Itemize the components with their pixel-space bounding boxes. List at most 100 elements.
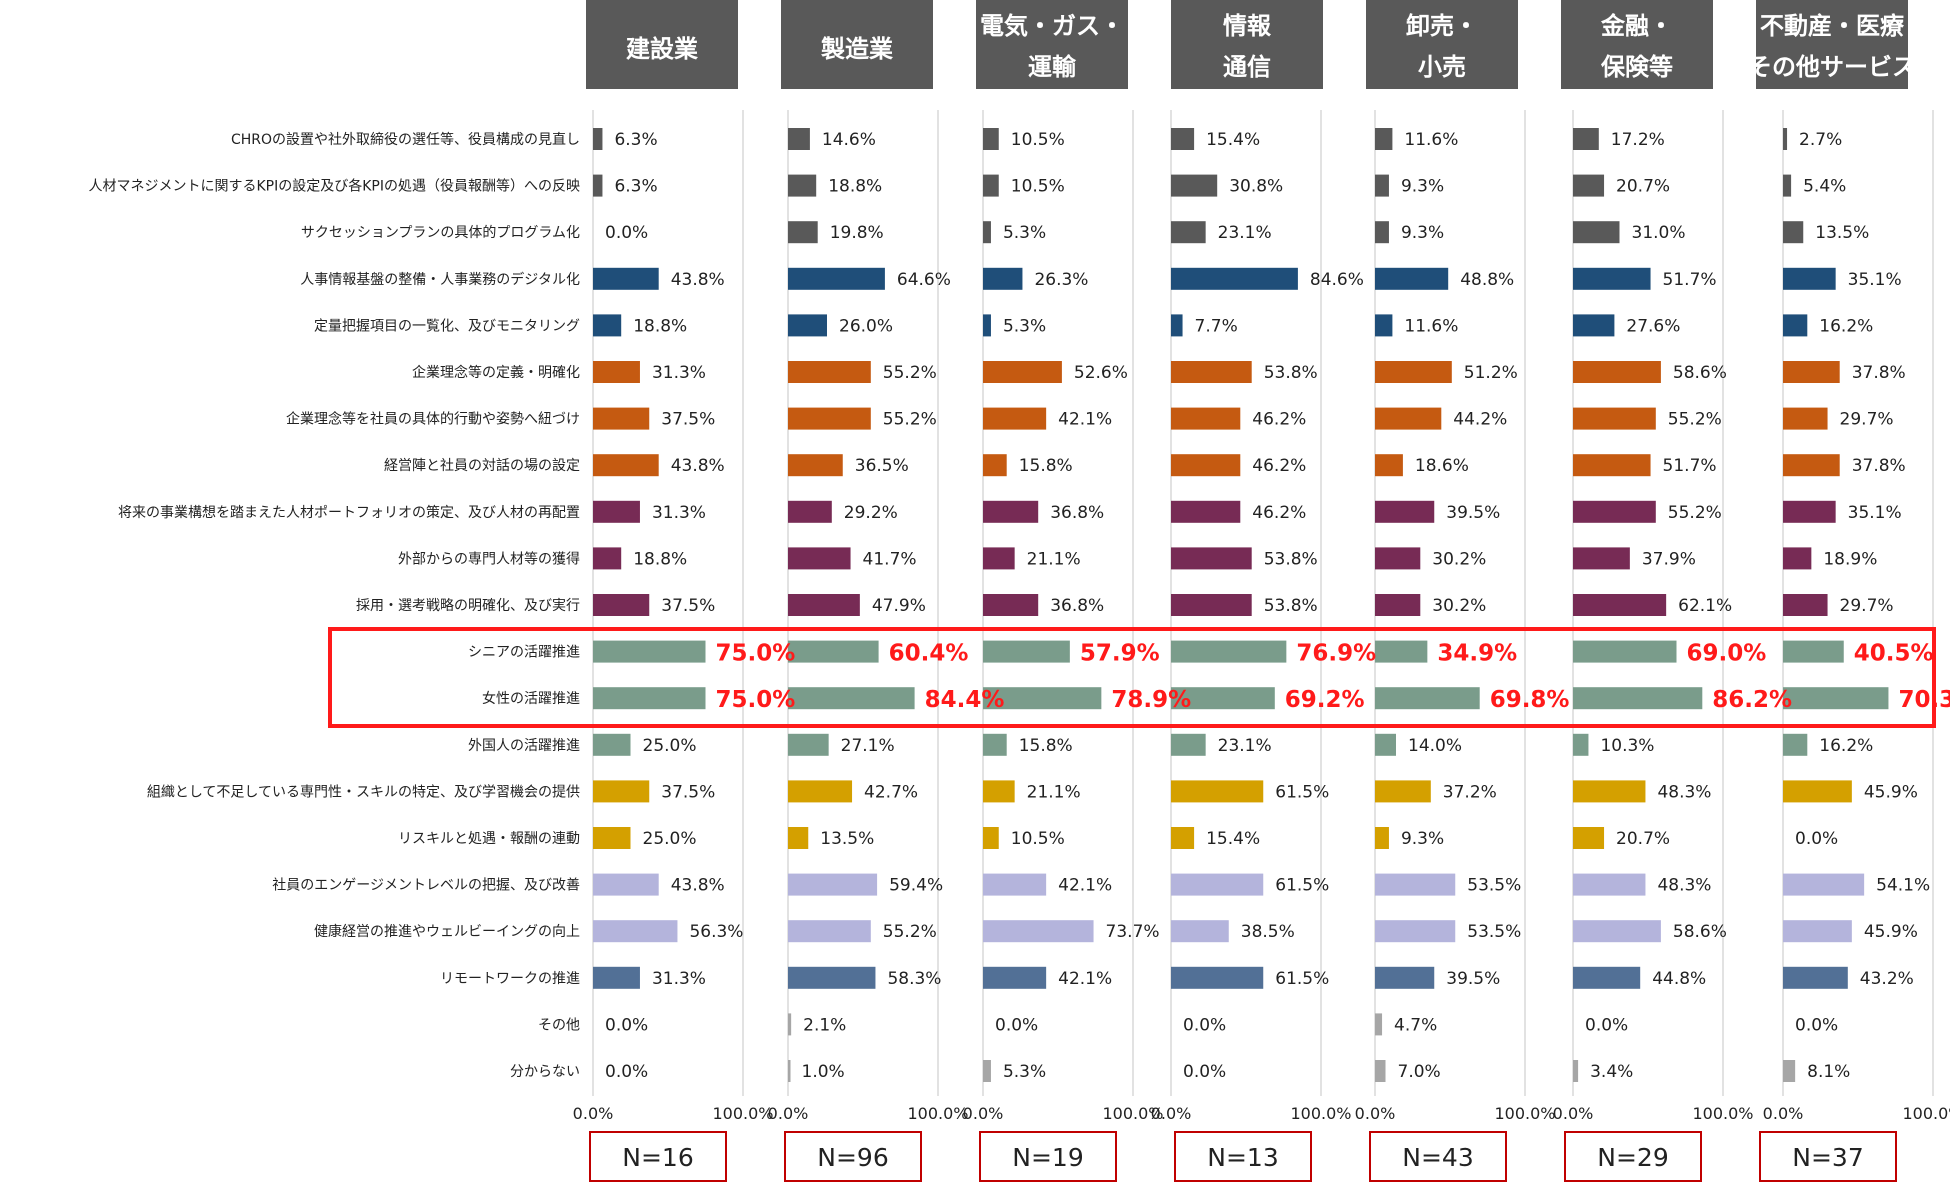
value-label: 84.6% — [1310, 270, 1364, 290]
value-label-highlight: 69.2% — [1285, 687, 1365, 713]
value-label: 53.5% — [1467, 876, 1521, 896]
bar — [1783, 640, 1844, 663]
value-label: 48.8% — [1460, 270, 1514, 290]
category-label: リスキルと処遇・報酬の連動 — [398, 831, 580, 847]
category-label: 分からない — [510, 1064, 580, 1080]
bar — [1573, 873, 1646, 896]
value-label: 18.9% — [1823, 549, 1877, 569]
value-label: 30.8% — [1229, 177, 1283, 197]
category-label: 定量把握項目の一覧化、及びモニタリング — [314, 317, 580, 334]
bar — [1171, 314, 1183, 337]
value-label: 37.9% — [1642, 549, 1696, 569]
value-label: 5.3% — [1003, 1062, 1046, 1082]
value-label: 8.1% — [1807, 1062, 1850, 1082]
bar — [788, 1013, 792, 1036]
bar — [593, 500, 640, 523]
category-label: 組織として不足している専門性・スキルの特定、及び学習機会の提供 — [147, 784, 580, 800]
value-label: 37.5% — [661, 410, 715, 430]
value-label: 10.5% — [1011, 177, 1065, 197]
axis-tick-max: 100.0% — [907, 1104, 968, 1123]
sample-size-label: N=19 — [1012, 1143, 1083, 1172]
value-label-highlight: 60.4% — [889, 641, 969, 667]
bar — [1783, 873, 1865, 896]
bar — [788, 407, 871, 430]
bar — [1171, 221, 1206, 244]
value-label: 15.8% — [1019, 456, 1073, 476]
bar — [1171, 454, 1241, 477]
bar — [1375, 687, 1480, 710]
value-label: 55.2% — [883, 363, 937, 383]
sample-size-box — [589, 1131, 727, 1182]
value-label: 31.3% — [652, 969, 706, 989]
bar — [1783, 733, 1808, 756]
bar — [983, 594, 1039, 616]
bar — [983, 966, 1047, 989]
bar — [1783, 500, 1836, 523]
bar — [1573, 594, 1667, 616]
value-label: 27.6% — [1626, 316, 1680, 336]
value-label: 27.1% — [841, 736, 895, 756]
value-label: 46.2% — [1252, 503, 1306, 523]
sample-size-box — [1369, 1131, 1507, 1182]
industry-header-text: 不動産・医療 — [1760, 12, 1905, 40]
value-label: 42.7% — [864, 782, 918, 802]
bar — [1375, 780, 1431, 803]
bar — [1171, 920, 1229, 943]
industry-header-text: 金融・ — [1600, 12, 1673, 40]
industry-header-box — [976, 0, 1128, 89]
bar — [983, 640, 1070, 663]
value-label: 15.8% — [1019, 736, 1073, 756]
value-label: 55.2% — [883, 922, 937, 942]
category-label: 外部からの専門人材等の獲得 — [398, 550, 580, 567]
value-label: 31.3% — [652, 363, 706, 383]
bar — [1573, 920, 1661, 943]
industry-header-text: 製造業 — [821, 35, 893, 63]
value-label: 62.1% — [1678, 596, 1732, 616]
bar — [1375, 314, 1393, 337]
value-label: 18.8% — [633, 549, 687, 569]
bar — [788, 1060, 791, 1082]
bar — [983, 267, 1023, 290]
sample-size-label: N=37 — [1792, 1143, 1863, 1172]
bar — [788, 780, 853, 803]
value-label: 53.8% — [1264, 549, 1318, 569]
axis-tick-labels: 0.0% 100.0%0.0% 100.0%0.0% 100.0%0.0% 100.0%… — [573, 1104, 1950, 1123]
bar — [983, 221, 991, 244]
value-label-highlight: 75.0% — [716, 641, 796, 667]
value-label-highlight: 69.0% — [1687, 641, 1767, 667]
industry-header-box — [1366, 0, 1518, 89]
bar — [1171, 594, 1252, 616]
bar — [593, 780, 650, 803]
bar — [1573, 128, 1599, 150]
value-label: 0.0% — [1795, 1015, 1838, 1035]
value-label-highlight: 75.0% — [716, 687, 796, 713]
industry-header-text: 保険等 — [1600, 53, 1673, 81]
bar — [788, 361, 871, 383]
bar — [788, 827, 809, 849]
value-label: 58.6% — [1673, 922, 1727, 942]
bar — [788, 594, 860, 616]
value-label-highlight: 40.5% — [1854, 641, 1934, 667]
value-label: 21.1% — [1027, 782, 1081, 802]
bar — [1171, 827, 1195, 849]
industry-header-text: 建設業 — [626, 35, 698, 63]
bar — [1573, 640, 1677, 663]
value-label: 19.8% — [830, 223, 884, 243]
value-label-highlight: 34.9% — [1437, 641, 1517, 667]
sample-size-box — [784, 1131, 922, 1182]
bar — [983, 454, 1007, 477]
value-label-highlight: 57.9% — [1080, 641, 1160, 667]
value-label: 44.2% — [1453, 410, 1507, 430]
category-label: 企業理念等を社員の具体的行動や姿勢へ紐づけ — [286, 411, 580, 428]
bar — [1573, 966, 1641, 989]
value-label: 58.6% — [1673, 363, 1727, 383]
bar — [1573, 454, 1651, 477]
value-label: 53.8% — [1264, 596, 1318, 616]
industry-header-box — [781, 0, 933, 89]
value-label: 0.0% — [1183, 1062, 1226, 1082]
value-label: 51.2% — [1464, 363, 1518, 383]
bar — [788, 221, 818, 244]
value-label: 53.5% — [1467, 922, 1521, 942]
value-label: 26.0% — [839, 316, 893, 336]
bar — [788, 267, 885, 290]
